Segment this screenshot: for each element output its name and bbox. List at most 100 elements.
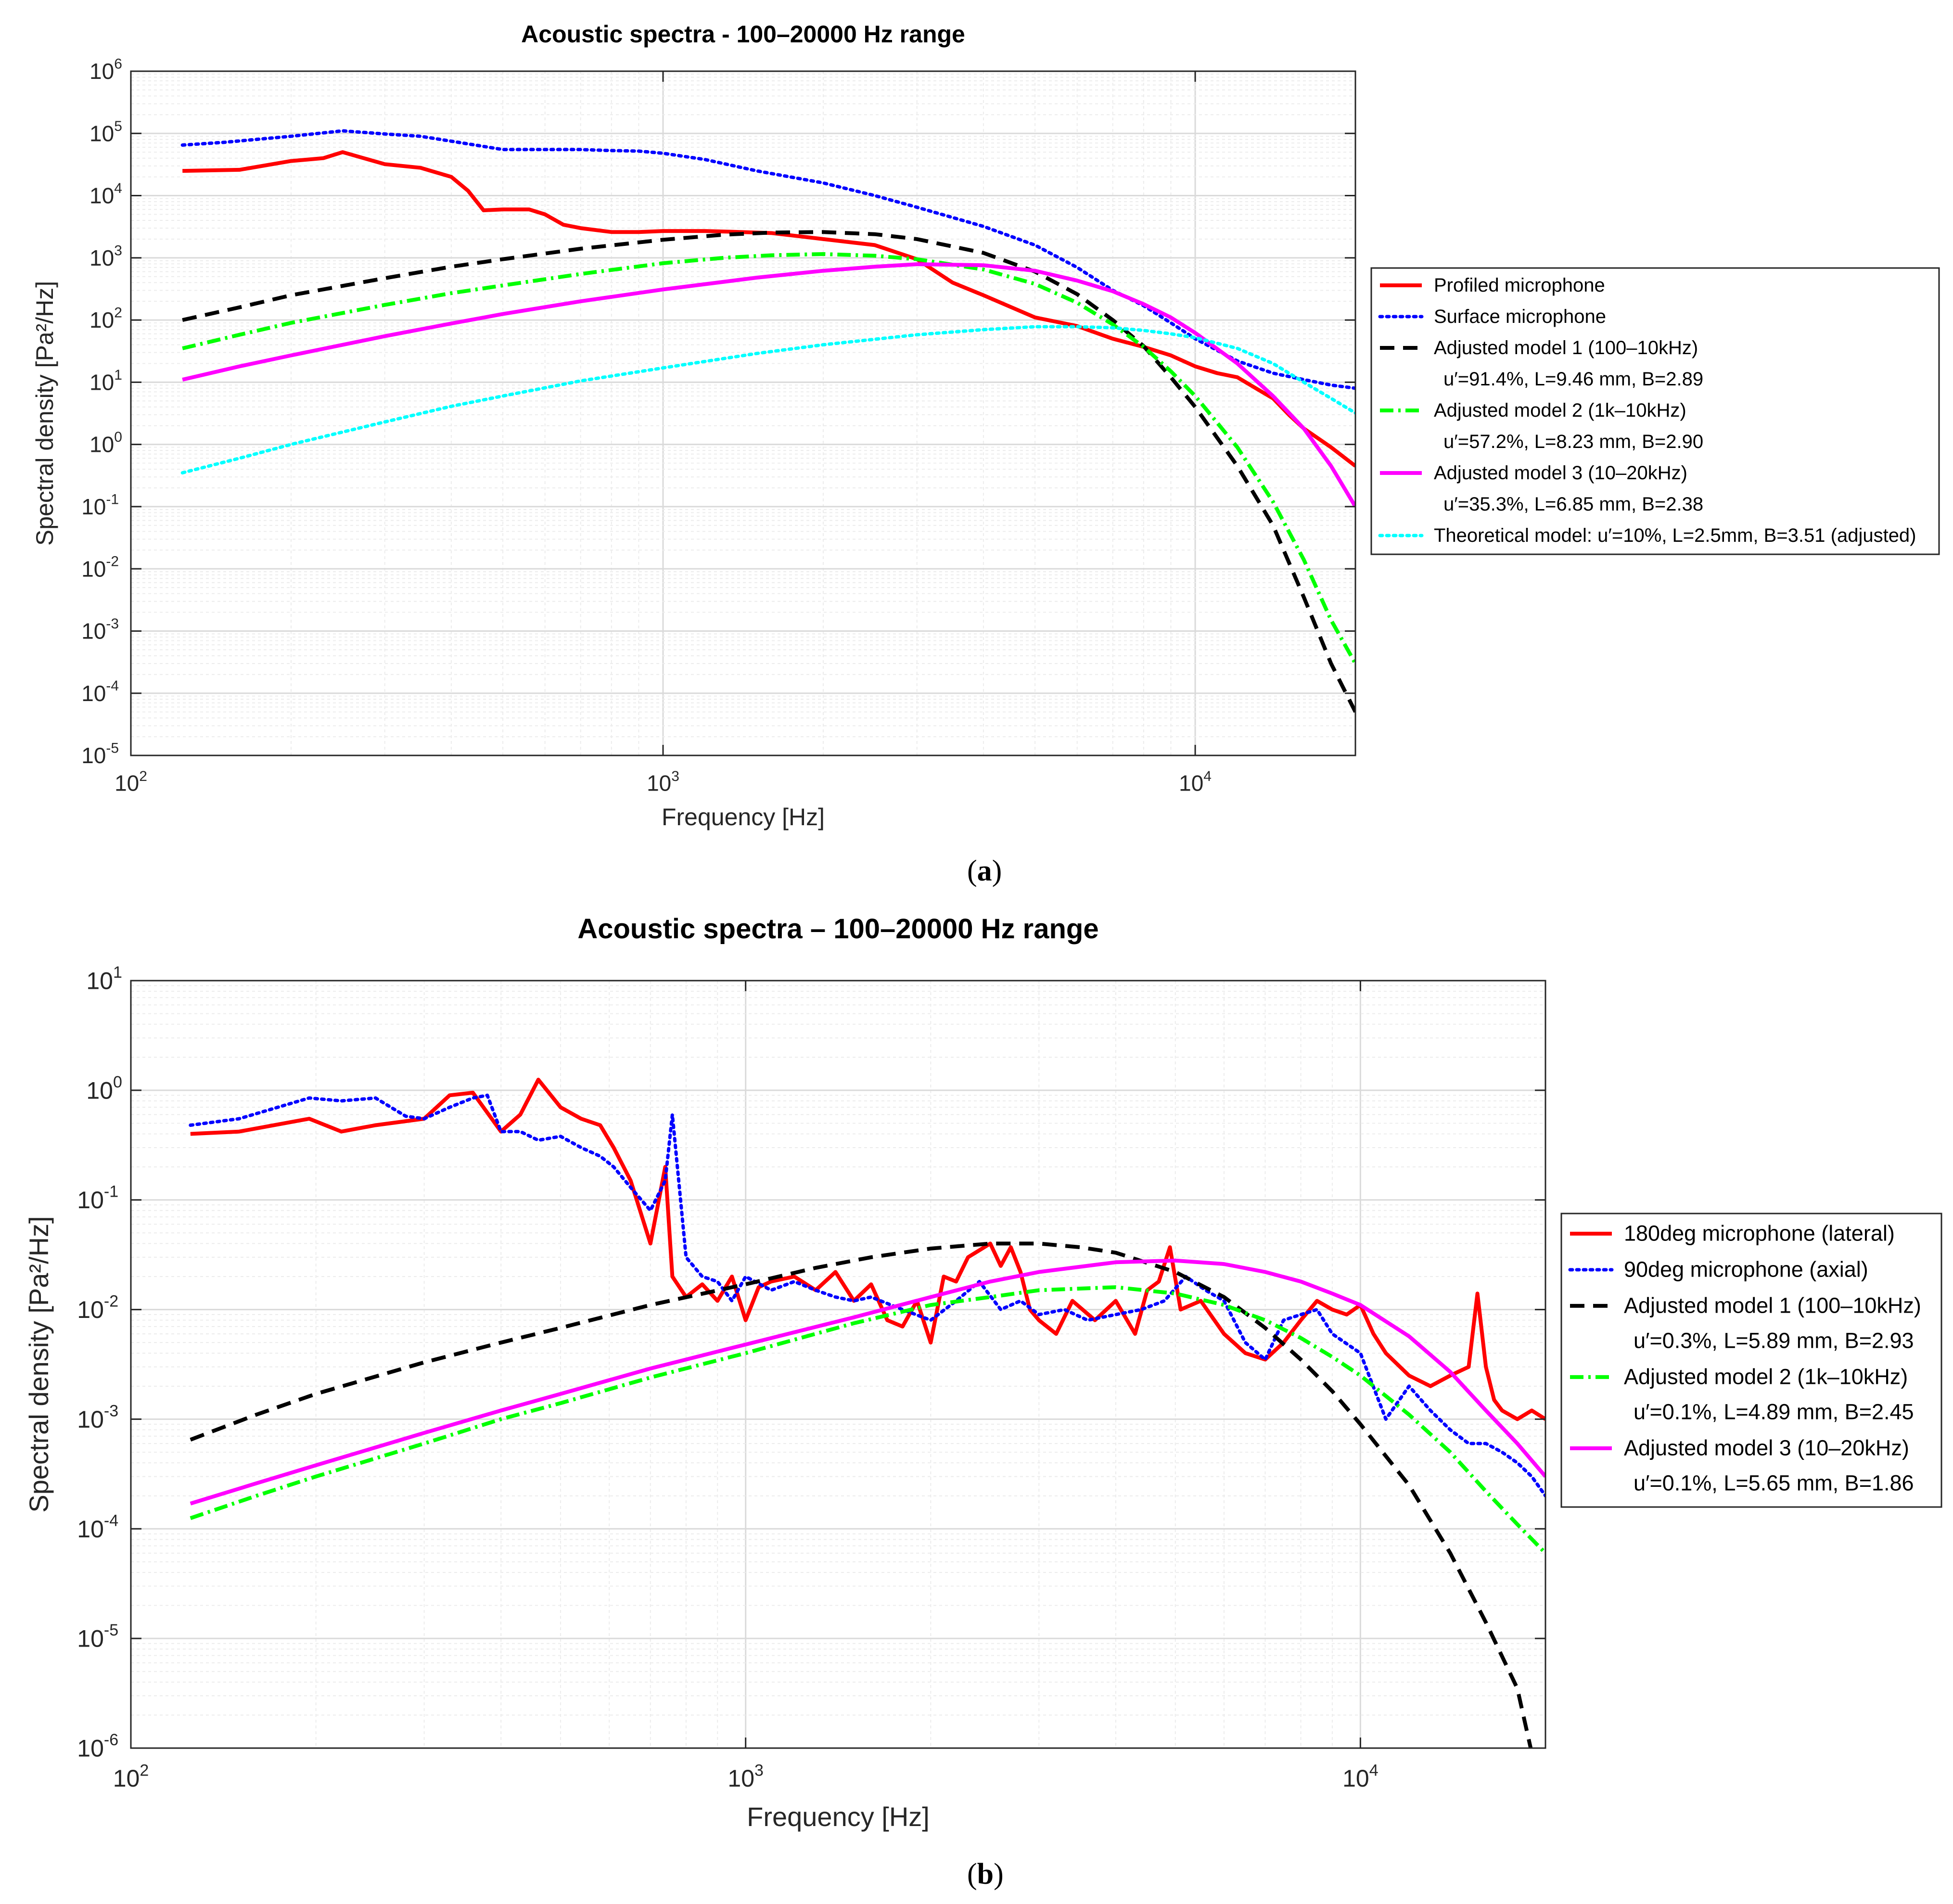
axes-box: [130, 980, 1546, 1749]
series-line-4: [190, 1285, 1545, 1555]
x-tick-label: 102: [113, 1762, 149, 1792]
y-tick-label: 10: [77, 1516, 104, 1543]
y-tick-exponent: 3: [114, 243, 122, 258]
series-line-4: [182, 252, 1355, 664]
y-tick-exponent: 1: [114, 367, 122, 383]
y-tick-exponent: 0: [113, 1073, 122, 1091]
legend-sublabel-3: u′=91.4%, L=9.46 mm, B=2.89: [1443, 369, 1703, 390]
y-tick-exponent: 2: [114, 305, 122, 321]
y-tick-exponent: 5: [114, 118, 122, 134]
x-axis-label: Frequency [Hz]: [662, 804, 825, 831]
series-group: [189, 1077, 1545, 1748]
legend-label-4: Adjusted model 2 (1k–10kHz): [1624, 1364, 1908, 1389]
y-tick-label: 10: [81, 556, 106, 581]
y-tick-exponent: -3: [104, 1402, 118, 1420]
x-tick-exponent: 3: [754, 1762, 764, 1780]
y-axis-label: Spectral density [Pa²/Hz]: [24, 1216, 54, 1512]
series-line-5: [190, 1258, 1545, 1506]
legend-label-2: 90deg microphone (axial): [1624, 1257, 1868, 1281]
x-tick-label: 103: [647, 768, 679, 796]
legend-sublabel-5: u′=35.3%, L=6.85 mm, B=2.38: [1443, 494, 1703, 515]
x-tick-exponent: 2: [139, 768, 147, 784]
y-tick-exponent: -2: [106, 554, 119, 570]
x-tick-label: 104: [1342, 1762, 1379, 1792]
legend-label-3: Adjusted model 1 (100–10kHz): [1434, 337, 1698, 358]
y-tick-label: 10: [77, 1735, 104, 1762]
y-tick-label: 10: [81, 494, 106, 519]
series-line-2: [180, 129, 1355, 390]
legend-box: [1370, 267, 1940, 555]
y-tick-label: 10: [81, 743, 106, 768]
series-line-5: [182, 262, 1355, 508]
x-tick-label: 103: [728, 1762, 764, 1792]
plot-area: [131, 981, 1545, 1748]
x-tick-exponent: 3: [671, 768, 679, 784]
y-tick-exponent: -2: [104, 1292, 118, 1311]
grid: [130, 71, 1356, 756]
x-tick-label: 102: [115, 768, 147, 796]
series-line-1: [190, 1077, 1545, 1421]
y-tick-exponent: -4: [104, 1511, 118, 1530]
y-axis-label: Spectral density [Pa²/Hz]: [31, 281, 58, 546]
legend-sublabel-3: u′=0.3%, L=5.89 mm, B=2.93: [1634, 1328, 1914, 1353]
y-tick-label: 10: [89, 59, 114, 84]
legend: Profiled microphone Surface microphone Adj…: [1370, 267, 1940, 555]
chart-title: Acoustic spectra - 100–20000 Hz range: [521, 21, 965, 48]
y-tick-label: 10: [77, 1296, 104, 1323]
y-tick-exponent: -3: [106, 616, 119, 632]
y-tick-label: 10: [81, 681, 106, 706]
series-line-2: [189, 1093, 1545, 1498]
legend-box: [1560, 1213, 1942, 1508]
legend-sublabel-4: u′=57.2%, L=8.23 mm, B=2.90: [1443, 431, 1703, 452]
y-tick-exponent: 1: [113, 963, 122, 982]
y-tick-label: 10: [81, 619, 106, 644]
y-tick-exponent: 4: [114, 180, 122, 196]
chart-title: Acoustic spectra – 100–20000 Hz range: [577, 913, 1098, 945]
x-tick-exponent: 4: [1369, 1762, 1379, 1780]
y-tick-label: 10: [89, 370, 114, 395]
panel-label-b: (b): [967, 1858, 1004, 1891]
y-tick-exponent: 0: [114, 429, 122, 445]
y-tick-label: 10: [89, 121, 114, 146]
y-tick-label: 10: [89, 183, 114, 208]
legend-label-6: Theoretical model: u′=10%, L=2.5mm, B=3.…: [1434, 525, 1916, 546]
series-line-3: [182, 230, 1355, 713]
panel-label-a-text: a: [977, 855, 992, 887]
legend-label-4: Adjusted model 2 (1k–10kHz): [1434, 400, 1686, 421]
y-tick-exponent: -5: [106, 740, 119, 756]
plot-area: [131, 71, 1355, 755]
legend: 180deg microphone (lateral) 90deg microph…: [1560, 1213, 1942, 1508]
y-tick-exponent: 6: [114, 56, 122, 72]
x-axis-label: Frequency [Hz]: [747, 1802, 930, 1832]
y-tick-exponent: -5: [104, 1621, 118, 1639]
legend-label-5: Adjusted model 3 (10–20kHz): [1434, 462, 1687, 484]
series-line-3: [190, 1241, 1533, 1748]
y-tick-label: 10: [89, 245, 114, 270]
legend-sublabel-5: u′=0.1%, L=5.65 mm, B=1.86: [1634, 1470, 1914, 1495]
legend-label-2: Surface microphone: [1434, 306, 1606, 327]
panel-label-b-text: b: [977, 1858, 994, 1891]
y-tick-exponent: -6: [104, 1731, 118, 1749]
y-tick-label: 10: [89, 307, 114, 332]
x-tick-exponent: 2: [140, 1762, 149, 1780]
legend-label-1: 180deg microphone (lateral): [1624, 1221, 1895, 1245]
legend-label-5: Adjusted model 3 (10–20kHz): [1624, 1435, 1909, 1460]
y-tick-label: 10: [86, 1077, 113, 1104]
x-tick-label: 104: [1179, 768, 1212, 796]
y-tick-exponent: -1: [106, 491, 119, 507]
axes-box: [130, 70, 1356, 756]
y-tick-label: 10: [77, 1406, 104, 1433]
x-tick-exponent: 4: [1203, 768, 1212, 784]
legend-label-1: Profiled microphone: [1434, 275, 1605, 296]
legend-label-3: Adjusted model 1 (100–10kHz): [1624, 1293, 1921, 1317]
y-tick-label: 10: [77, 1625, 104, 1652]
y-tick-label: 10: [86, 968, 113, 995]
legend-sublabel-4: u′=0.1%, L=4.89 mm, B=2.45: [1634, 1399, 1914, 1424]
series-line-6: [180, 325, 1355, 475]
grid: [130, 981, 1546, 1749]
